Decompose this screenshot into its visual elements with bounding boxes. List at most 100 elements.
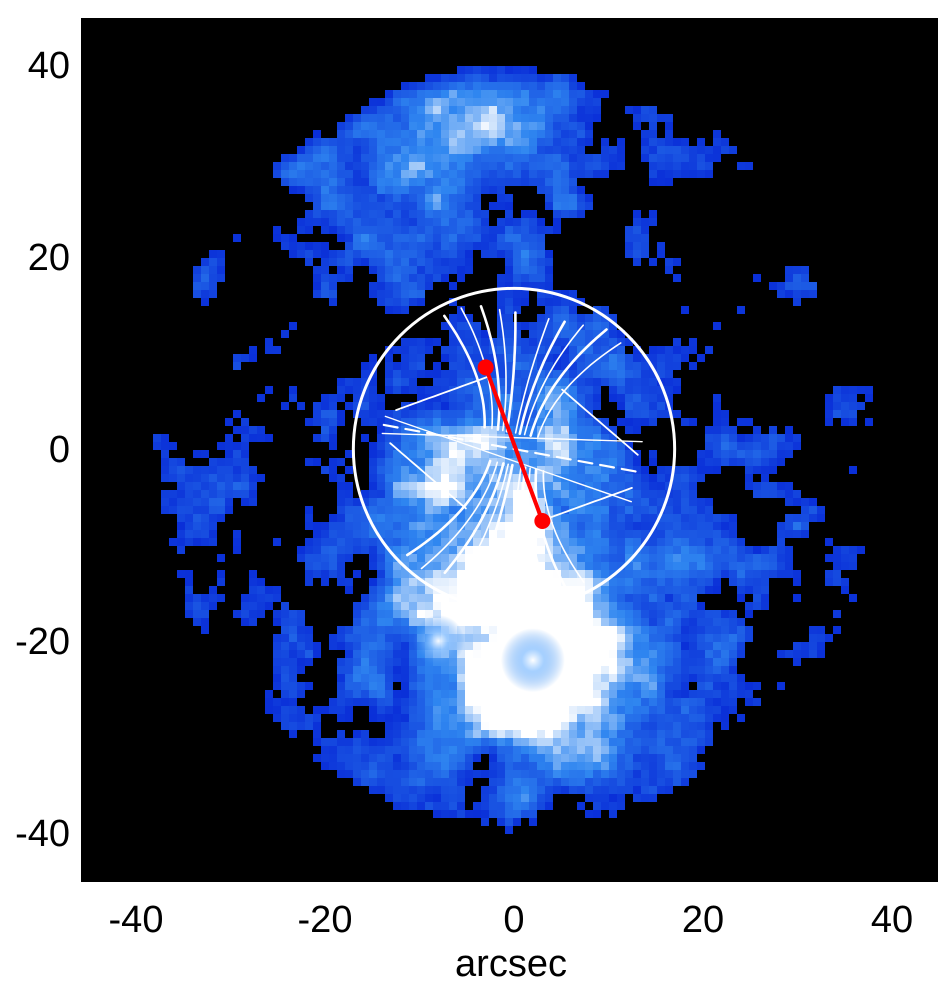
emission-pixel bbox=[465, 506, 473, 514]
emission-pixel bbox=[321, 466, 329, 474]
emission-pixel bbox=[305, 714, 313, 722]
emission-pixel bbox=[441, 610, 449, 618]
emission-pixel bbox=[553, 554, 561, 562]
emission-pixel bbox=[617, 610, 625, 618]
emission-pixel bbox=[441, 514, 449, 522]
emission-pixel bbox=[329, 570, 337, 578]
emission-pixel bbox=[617, 394, 625, 402]
emission-pixel bbox=[345, 234, 353, 242]
emission-pixel bbox=[681, 634, 689, 642]
emission-pixel bbox=[561, 666, 569, 674]
emission-pixel bbox=[665, 258, 673, 266]
emission-pixel bbox=[457, 810, 465, 818]
emission-pixel bbox=[633, 474, 641, 482]
emission-pixel bbox=[569, 634, 577, 642]
emission-pixel bbox=[593, 554, 601, 562]
emission-pixel bbox=[409, 122, 417, 130]
emission-pixel bbox=[809, 506, 817, 514]
emission-pixel bbox=[609, 642, 617, 650]
emission-pixel bbox=[385, 442, 393, 450]
emission-pixel bbox=[513, 570, 521, 578]
emission-pixel bbox=[489, 594, 497, 602]
emission-pixel bbox=[489, 498, 497, 506]
emission-pixel bbox=[401, 154, 409, 162]
emission-pixel bbox=[569, 674, 577, 682]
x-tick-label: 20 bbox=[682, 899, 724, 941]
emission-pixel bbox=[561, 698, 569, 706]
emission-pixel bbox=[433, 466, 441, 474]
emission-pixel bbox=[529, 354, 537, 362]
emission-pixel bbox=[505, 250, 513, 258]
emission-pixel bbox=[425, 754, 433, 762]
emission-pixel bbox=[521, 370, 529, 378]
emission-pixel bbox=[409, 298, 417, 306]
emission-pixel bbox=[177, 474, 185, 482]
emission-pixel bbox=[705, 146, 713, 154]
emission-pixel bbox=[473, 586, 481, 594]
emission-pixel bbox=[425, 274, 433, 282]
emission-pixel bbox=[465, 330, 473, 338]
emission-pixel bbox=[457, 778, 465, 786]
emission-pixel bbox=[569, 490, 577, 498]
emission-pixel bbox=[473, 610, 481, 618]
emission-pixel bbox=[537, 690, 545, 698]
emission-pixel bbox=[433, 746, 441, 754]
emission-pixel bbox=[489, 122, 497, 130]
emission-pixel bbox=[385, 578, 393, 586]
emission-pixel bbox=[345, 738, 353, 746]
emission-pixel bbox=[545, 698, 553, 706]
emission-pixel bbox=[217, 250, 225, 258]
emission-pixel bbox=[409, 674, 417, 682]
emission-pixel bbox=[457, 274, 465, 282]
emission-pixel bbox=[465, 658, 473, 666]
emission-pixel bbox=[697, 474, 705, 482]
emission-pixel bbox=[177, 538, 185, 546]
emission-pixel bbox=[689, 474, 697, 482]
emission-pixel bbox=[457, 666, 465, 674]
emission-pixel bbox=[441, 202, 449, 210]
emission-pixel bbox=[369, 154, 377, 162]
emission-pixel bbox=[561, 514, 569, 522]
emission-pixel bbox=[441, 554, 449, 562]
emission-pixel bbox=[625, 546, 633, 554]
emission-pixel bbox=[657, 762, 665, 770]
emission-pixel bbox=[417, 722, 425, 730]
emission-pixel bbox=[433, 394, 441, 402]
emission-pixel bbox=[545, 778, 553, 786]
emission-pixel bbox=[745, 698, 753, 706]
emission-pixel bbox=[393, 602, 401, 610]
emission-pixel bbox=[489, 762, 497, 770]
emission-pixel bbox=[673, 610, 681, 618]
emission-pixel bbox=[473, 90, 481, 98]
emission-pixel bbox=[345, 202, 353, 210]
emission-pixel bbox=[297, 626, 305, 634]
emission-pixel bbox=[673, 506, 681, 514]
emission-pixel bbox=[353, 202, 361, 210]
emission-pixel bbox=[425, 578, 433, 586]
emission-pixel bbox=[569, 578, 577, 586]
emission-pixel bbox=[345, 522, 353, 530]
emission-pixel bbox=[705, 442, 713, 450]
emission-pixel bbox=[633, 778, 641, 786]
emission-pixel bbox=[585, 506, 593, 514]
emission-pixel bbox=[577, 522, 585, 530]
emission-pixel bbox=[313, 706, 321, 714]
emission-pixel bbox=[497, 634, 505, 642]
emission-pixel bbox=[705, 426, 713, 434]
emission-pixel bbox=[425, 770, 433, 778]
emission-pixel bbox=[313, 218, 321, 226]
emission-pixel bbox=[393, 226, 401, 234]
emission-pixel bbox=[329, 394, 337, 402]
emission-pixel bbox=[449, 226, 457, 234]
emission-pixel bbox=[625, 706, 633, 714]
emission-pixel bbox=[417, 762, 425, 770]
emission-pixel bbox=[433, 610, 441, 618]
emission-pixel bbox=[697, 162, 705, 170]
emission-pixel bbox=[649, 554, 657, 562]
emission-pixel bbox=[577, 442, 585, 450]
emission-pixel bbox=[553, 354, 561, 362]
emission-pixel bbox=[697, 146, 705, 154]
emission-pixel bbox=[385, 554, 393, 562]
emission-pixel bbox=[241, 434, 249, 442]
emission-pixel bbox=[393, 386, 401, 394]
